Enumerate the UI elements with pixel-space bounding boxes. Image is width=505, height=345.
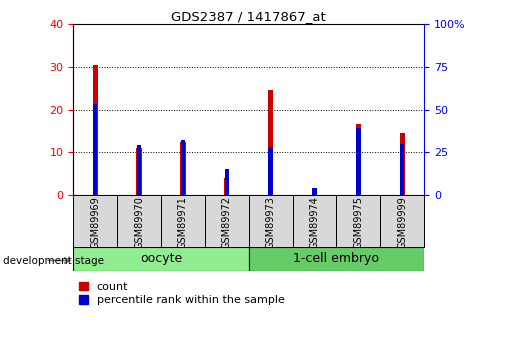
Bar — [312, 188, 317, 195]
Text: GSM89973: GSM89973 — [266, 197, 276, 249]
Text: GSM89999: GSM89999 — [397, 197, 407, 249]
Bar — [400, 144, 405, 195]
Bar — [268, 90, 273, 195]
Text: development stage: development stage — [3, 256, 104, 266]
FancyBboxPatch shape — [117, 195, 161, 247]
FancyBboxPatch shape — [248, 247, 424, 271]
Bar — [136, 148, 142, 195]
Bar — [92, 65, 98, 195]
Bar — [269, 147, 273, 195]
Bar — [137, 145, 141, 195]
Text: GSM89969: GSM89969 — [90, 197, 100, 249]
Text: GSM89974: GSM89974 — [310, 197, 320, 249]
FancyBboxPatch shape — [380, 195, 424, 247]
FancyBboxPatch shape — [292, 195, 336, 247]
FancyBboxPatch shape — [248, 195, 292, 247]
FancyBboxPatch shape — [205, 195, 248, 247]
Bar — [312, 188, 317, 195]
Bar — [93, 105, 97, 195]
Bar — [224, 178, 229, 195]
FancyBboxPatch shape — [161, 195, 205, 247]
Bar — [180, 141, 185, 195]
Legend: count, percentile rank within the sample: count, percentile rank within the sample — [79, 282, 284, 305]
Bar — [399, 133, 405, 195]
Text: GSM89970: GSM89970 — [134, 197, 144, 249]
Text: oocyte: oocyte — [140, 252, 182, 265]
Text: GSM89975: GSM89975 — [354, 197, 364, 249]
FancyBboxPatch shape — [73, 195, 117, 247]
Bar — [356, 125, 361, 195]
FancyBboxPatch shape — [73, 247, 248, 271]
Text: 1-cell embryo: 1-cell embryo — [293, 252, 379, 265]
Text: GSM89972: GSM89972 — [222, 197, 232, 249]
Title: GDS2387 / 1417867_at: GDS2387 / 1417867_at — [171, 10, 326, 23]
Bar — [356, 128, 361, 195]
Bar — [225, 169, 229, 195]
FancyBboxPatch shape — [336, 195, 380, 247]
Text: GSM89971: GSM89971 — [178, 197, 188, 249]
Bar — [181, 140, 185, 195]
